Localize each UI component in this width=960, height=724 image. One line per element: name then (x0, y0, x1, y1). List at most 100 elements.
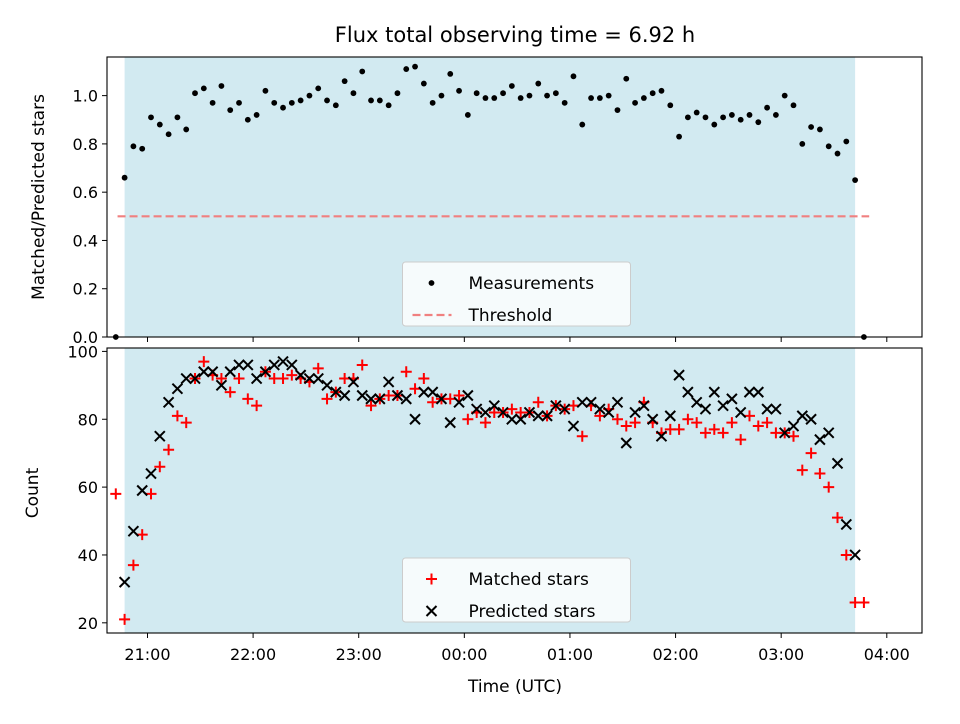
y-tick-label: 100 (67, 342, 98, 361)
predicted-star-marker (664, 410, 676, 422)
y-axis-label-ratio: Matched/Predicted stars (29, 94, 49, 300)
measurement-point (280, 104, 286, 111)
predicted-star-marker (250, 372, 263, 385)
measurement-point (772, 112, 779, 118)
predicted-star-marker (743, 386, 756, 398)
matched-star-marker (567, 400, 579, 412)
predicted-star-marker (462, 389, 474, 402)
measurement-point (552, 90, 559, 97)
matched-star-marker (145, 488, 157, 500)
matched-star-marker (743, 410, 755, 422)
predicted-star-marker (233, 359, 245, 371)
measurement-point (324, 97, 330, 104)
measurement-point (183, 126, 190, 133)
panel-frame (106, 56, 923, 338)
predicted-star-marker (242, 359, 254, 371)
measurement-point (192, 90, 198, 97)
matched-star-marker (400, 366, 412, 378)
predicted-star-marker (726, 393, 738, 405)
legend-matched-swatch (426, 573, 437, 585)
predicted-star-marker (550, 399, 562, 412)
measurement-point (852, 177, 859, 184)
measurement-point (456, 87, 462, 94)
predicted-star-marker (849, 549, 861, 561)
matched-star-marker (823, 481, 835, 493)
predicted-star-marker (277, 355, 289, 368)
measurement-point (702, 114, 709, 121)
legend-label: Threshold (468, 306, 553, 326)
measurement-point (790, 102, 797, 109)
matched-star-marker (814, 468, 826, 480)
predicted-star-marker (338, 389, 351, 402)
matched-star-marker (198, 356, 210, 368)
measurement-point (764, 104, 770, 111)
measurement-point (385, 102, 392, 109)
matched-star-marker (224, 386, 236, 398)
predicted-star-marker (840, 518, 853, 531)
predicted-star-marker (594, 403, 606, 415)
matched-star-marker (594, 410, 606, 422)
measurement-point (121, 174, 128, 181)
measurement-point (394, 90, 401, 97)
y-tick-label: 40 (78, 546, 98, 565)
x-tick-label: 22:00 (230, 645, 276, 664)
measurement-point (825, 143, 832, 150)
predicted-star-marker (444, 416, 456, 429)
measurement-point (632, 99, 638, 106)
measurement-point (227, 107, 234, 114)
measurement-point (728, 112, 735, 118)
predicted-star-marker (831, 457, 844, 470)
predicted-star-marker (224, 366, 236, 378)
matched-star-marker (832, 512, 844, 524)
measurement-point (297, 97, 304, 104)
figure-title: Flux total observing time = 6.92 h (335, 23, 695, 47)
predicted-star-marker (312, 372, 324, 385)
measurement-point (693, 109, 700, 116)
predicted-star-marker (259, 366, 272, 378)
matched-star-marker (312, 362, 324, 374)
y-tick-label: 0.6 (73, 183, 98, 202)
measurement-point (368, 97, 374, 104)
legend: Measurements Threshold (402, 261, 631, 327)
matched-star-marker (119, 613, 131, 625)
predicted-star-marker (488, 399, 500, 412)
predicted-star-marker (778, 427, 791, 439)
matched-star-marker (840, 549, 852, 561)
measurement-point (174, 114, 181, 121)
matched-star-marker (726, 417, 738, 429)
predicted-star-marker (321, 379, 333, 392)
predicted-star-marker (708, 386, 720, 398)
matched-star-marker (286, 369, 298, 381)
predicted-star-marker (171, 383, 184, 395)
measurement-point (676, 133, 682, 140)
measurement-point (244, 116, 251, 123)
measurement-point (464, 112, 471, 118)
measurement-point (561, 99, 568, 106)
predicted-star-marker (796, 410, 809, 422)
measurement-point (332, 102, 339, 109)
predicted-star-marker (189, 372, 201, 385)
predicted-star-marker (391, 389, 404, 402)
predicted-star-marker (382, 376, 395, 388)
measurement-point (579, 121, 586, 128)
predicted-star-marker (497, 406, 509, 419)
legend-label: Matched stars (469, 570, 589, 590)
predicted-star-marker (435, 393, 448, 405)
matched-star-marker (620, 420, 632, 432)
predicted-star-marker (761, 403, 773, 415)
predicted-star-marker (699, 403, 712, 415)
matched-star-marker (277, 373, 289, 385)
measurement-point (684, 114, 691, 121)
measurement-point (755, 119, 762, 126)
legend-box (402, 557, 631, 623)
predicted-star-marker (717, 399, 729, 412)
measurement-point (605, 92, 612, 99)
predicted-star-marker (558, 403, 571, 415)
predicted-star-marker (294, 369, 307, 381)
predicted-star-marker (734, 406, 747, 419)
measurement-point (139, 145, 146, 152)
predicted-star-marker (532, 410, 544, 422)
matched-star-marker (154, 461, 166, 473)
matched-star-marker (805, 447, 817, 459)
